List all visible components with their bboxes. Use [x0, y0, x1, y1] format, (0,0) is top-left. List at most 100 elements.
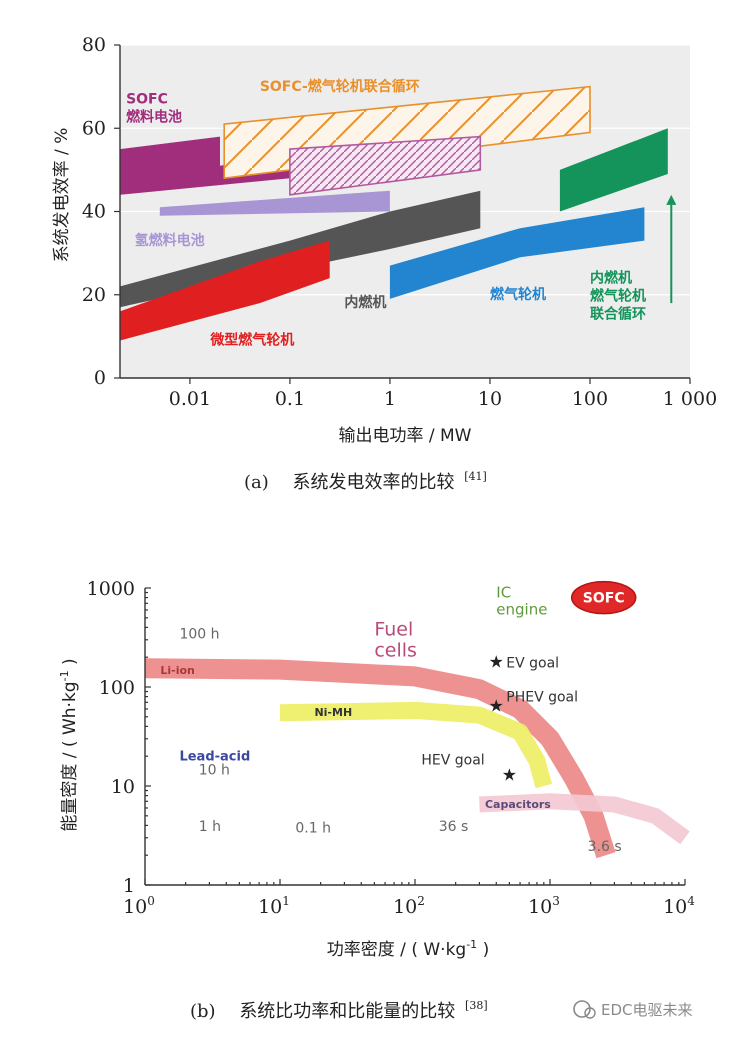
a-series-label-1: SOFC-燃气轮机联合循环: [260, 78, 420, 95]
b-text-ic: IC engine: [496, 584, 547, 619]
chart-b-caption-text: 系统比功率和比能量的比较: [239, 1001, 455, 1022]
a-xtick-label-0: 0.01: [169, 388, 211, 410]
a-ytick-label-0: 0: [94, 367, 106, 389]
b-text-t100h: 100 h: [179, 626, 219, 642]
b-series-label-1: Ni-MH: [314, 706, 352, 719]
b-text-t36s2-line-0: 3.6 s: [588, 839, 622, 855]
b-sofc-badge: [570, 580, 637, 615]
a-series-label-7-line-2: 联合循环: [590, 305, 646, 322]
chart-a-series: [120, 85, 668, 341]
a-series-label-3: 氢燃料电池: [135, 232, 205, 249]
b-text-t10h-line-0: 10 h: [199, 763, 230, 779]
chart-b-ylabel-end: ): [60, 658, 80, 670]
chart-b-ylabel-sup: -1: [58, 670, 71, 681]
chart-a-caption-prefix: (a): [244, 472, 269, 493]
chart-b-ylabel: 能量密度 / ( Wh·kg-1 ): [58, 658, 80, 831]
b-text-ic-line-0: IC: [496, 584, 511, 602]
b-xtick-exp-0: 0: [147, 894, 155, 908]
b-series-line-1: [279, 701, 553, 789]
b-xtick-exp-1: 1: [282, 894, 290, 908]
b-text-t01h: 0.1 h: [295, 820, 331, 836]
a-series-band-5: [120, 240, 330, 341]
a-xtick-label-4: 100: [572, 388, 608, 410]
b-goal-star-2: ★: [502, 766, 517, 786]
b-xtick-label-2: 102: [393, 894, 425, 918]
b-xtick-label-1: 101: [258, 894, 290, 918]
a-arrow-head-0: [666, 194, 677, 205]
b-series-label-0: Li-ion: [160, 664, 195, 677]
b-ytick-label-1: 10: [111, 776, 135, 798]
a-ytick-label-4: 80: [82, 34, 106, 56]
b-text-ic-line-1: engine: [496, 601, 547, 619]
b-text-t10h: 10 h: [199, 763, 230, 779]
watermark-text: EDC电驱未来: [601, 1001, 693, 1019]
chart-a-caption-text: 系统发电效率的比较: [293, 472, 455, 493]
chart-b-xlabel: 功率密度 / ( W·kg-1 ): [327, 938, 489, 960]
b-text-t36s-line-0: 36 s: [439, 819, 469, 835]
chart-b-labels: Li-ion Ni-MH Capacitors Fuel cells IC engine Le…: [160, 580, 637, 855]
b-goal-label-2: HEV goal: [421, 753, 484, 769]
chart-a-caption-ref: [41]: [464, 470, 487, 483]
chart-b-series: [144, 658, 690, 859]
a-ytick-label-1: 20: [82, 284, 106, 306]
a-series-label-5: 微型燃气轮机: [209, 332, 294, 349]
b-xtick-label-0: 100: [123, 894, 155, 918]
a-series-band-4: [120, 190, 481, 308]
chart-a-ylabel: 系统发电效率 / %: [52, 128, 72, 263]
chart-b-caption: (b) 系统比功率和比能量的比较 [38]: [190, 999, 488, 1022]
chart-a-series-labels: SOFC 燃料电池SOFC-燃气轮机联合循环氢燃料电池内燃机微型燃气轮机燃气轮机内…: [126, 78, 677, 349]
a-series-label-7: 内燃机燃气轮机联合循环: [590, 269, 646, 322]
a-series-label-1-line-0: SOFC-燃气轮机联合循环: [260, 78, 420, 95]
b-text-t36s2: 3.6 s: [588, 839, 622, 855]
b-xtick-exp-2: 2: [417, 894, 425, 908]
b-xtick-base-2: 10: [393, 896, 417, 918]
watermark: EDC电驱未来: [573, 1000, 693, 1019]
a-series-band-3: [159, 190, 390, 216]
b-xtick-base-4: 10: [663, 896, 687, 918]
chart-b-ylabel-main: 能量密度 / ( Wh·kg: [60, 681, 80, 831]
a-series-label-7-line-1: 燃气轮机: [590, 287, 646, 304]
b-xtick-base-3: 10: [528, 896, 552, 918]
b-text-t01h-line-0: 0.1 h: [295, 820, 331, 836]
b-ytick-label-0: 1: [123, 875, 135, 897]
b-text-t1h: 1 h: [199, 819, 221, 835]
chart-b-caption-ref: [38]: [465, 999, 488, 1012]
b-xtick-base-0: 10: [123, 896, 147, 918]
a-series-label-6: 燃气轮机: [490, 286, 546, 303]
chart-b-xlabel-main: 功率密度 / ( W·kg: [327, 940, 466, 960]
a-series-band-6: [389, 207, 645, 299]
a-xtick-label-5: 1 000: [663, 388, 717, 410]
b-series-label-2: Capacitors: [485, 798, 551, 811]
b-text-t36s: 36 s: [439, 819, 469, 835]
b-text-lead-line-0: Lead-acid: [179, 750, 250, 765]
b-goal-star-1: ★: [489, 697, 504, 717]
b-goal-label-1: PHEV goal: [506, 690, 578, 706]
a-xtick-label-2: 1: [384, 388, 396, 410]
chart-a-caption: (a) 系统发电效率的比较 [41]: [244, 470, 487, 493]
b-sofc-label: SOFC: [583, 591, 625, 607]
a-series-band-7: [559, 128, 668, 212]
b-series-line-2: [479, 793, 690, 845]
b-goal-star-0: ★: [489, 653, 504, 673]
chart-b-xlabel-end: ): [477, 940, 489, 960]
a-series-label-7-line-0: 内燃机: [590, 269, 632, 286]
b-xtick-label-3: 103: [528, 894, 560, 918]
a-series-band-2: [289, 135, 482, 196]
b-xtick-label-4: 104: [663, 894, 695, 918]
b-text-fuel-line-1: cells: [374, 640, 417, 662]
b-text-t1h-line-0: 1 h: [199, 819, 221, 835]
a-xtick-label-1: 0.1: [275, 388, 305, 410]
a-series-label-4-line-0: 内燃机: [344, 294, 386, 311]
b-text-fuel: Fuel cells: [374, 619, 417, 662]
a-series-label-6-line-0: 燃气轮机: [490, 286, 546, 303]
chart-b-xlabel-sup: -1: [466, 938, 477, 951]
a-ytick-label-2: 40: [82, 201, 106, 223]
chart-a-ticks: 0.01 0.1 1 10 100 1 000 0 20 40 60 80: [82, 34, 717, 410]
b-text-t100h-line-0: 100 h: [179, 626, 219, 642]
b-ytick-label-2: 100: [99, 677, 135, 699]
b-xtick-base-1: 10: [258, 896, 282, 918]
